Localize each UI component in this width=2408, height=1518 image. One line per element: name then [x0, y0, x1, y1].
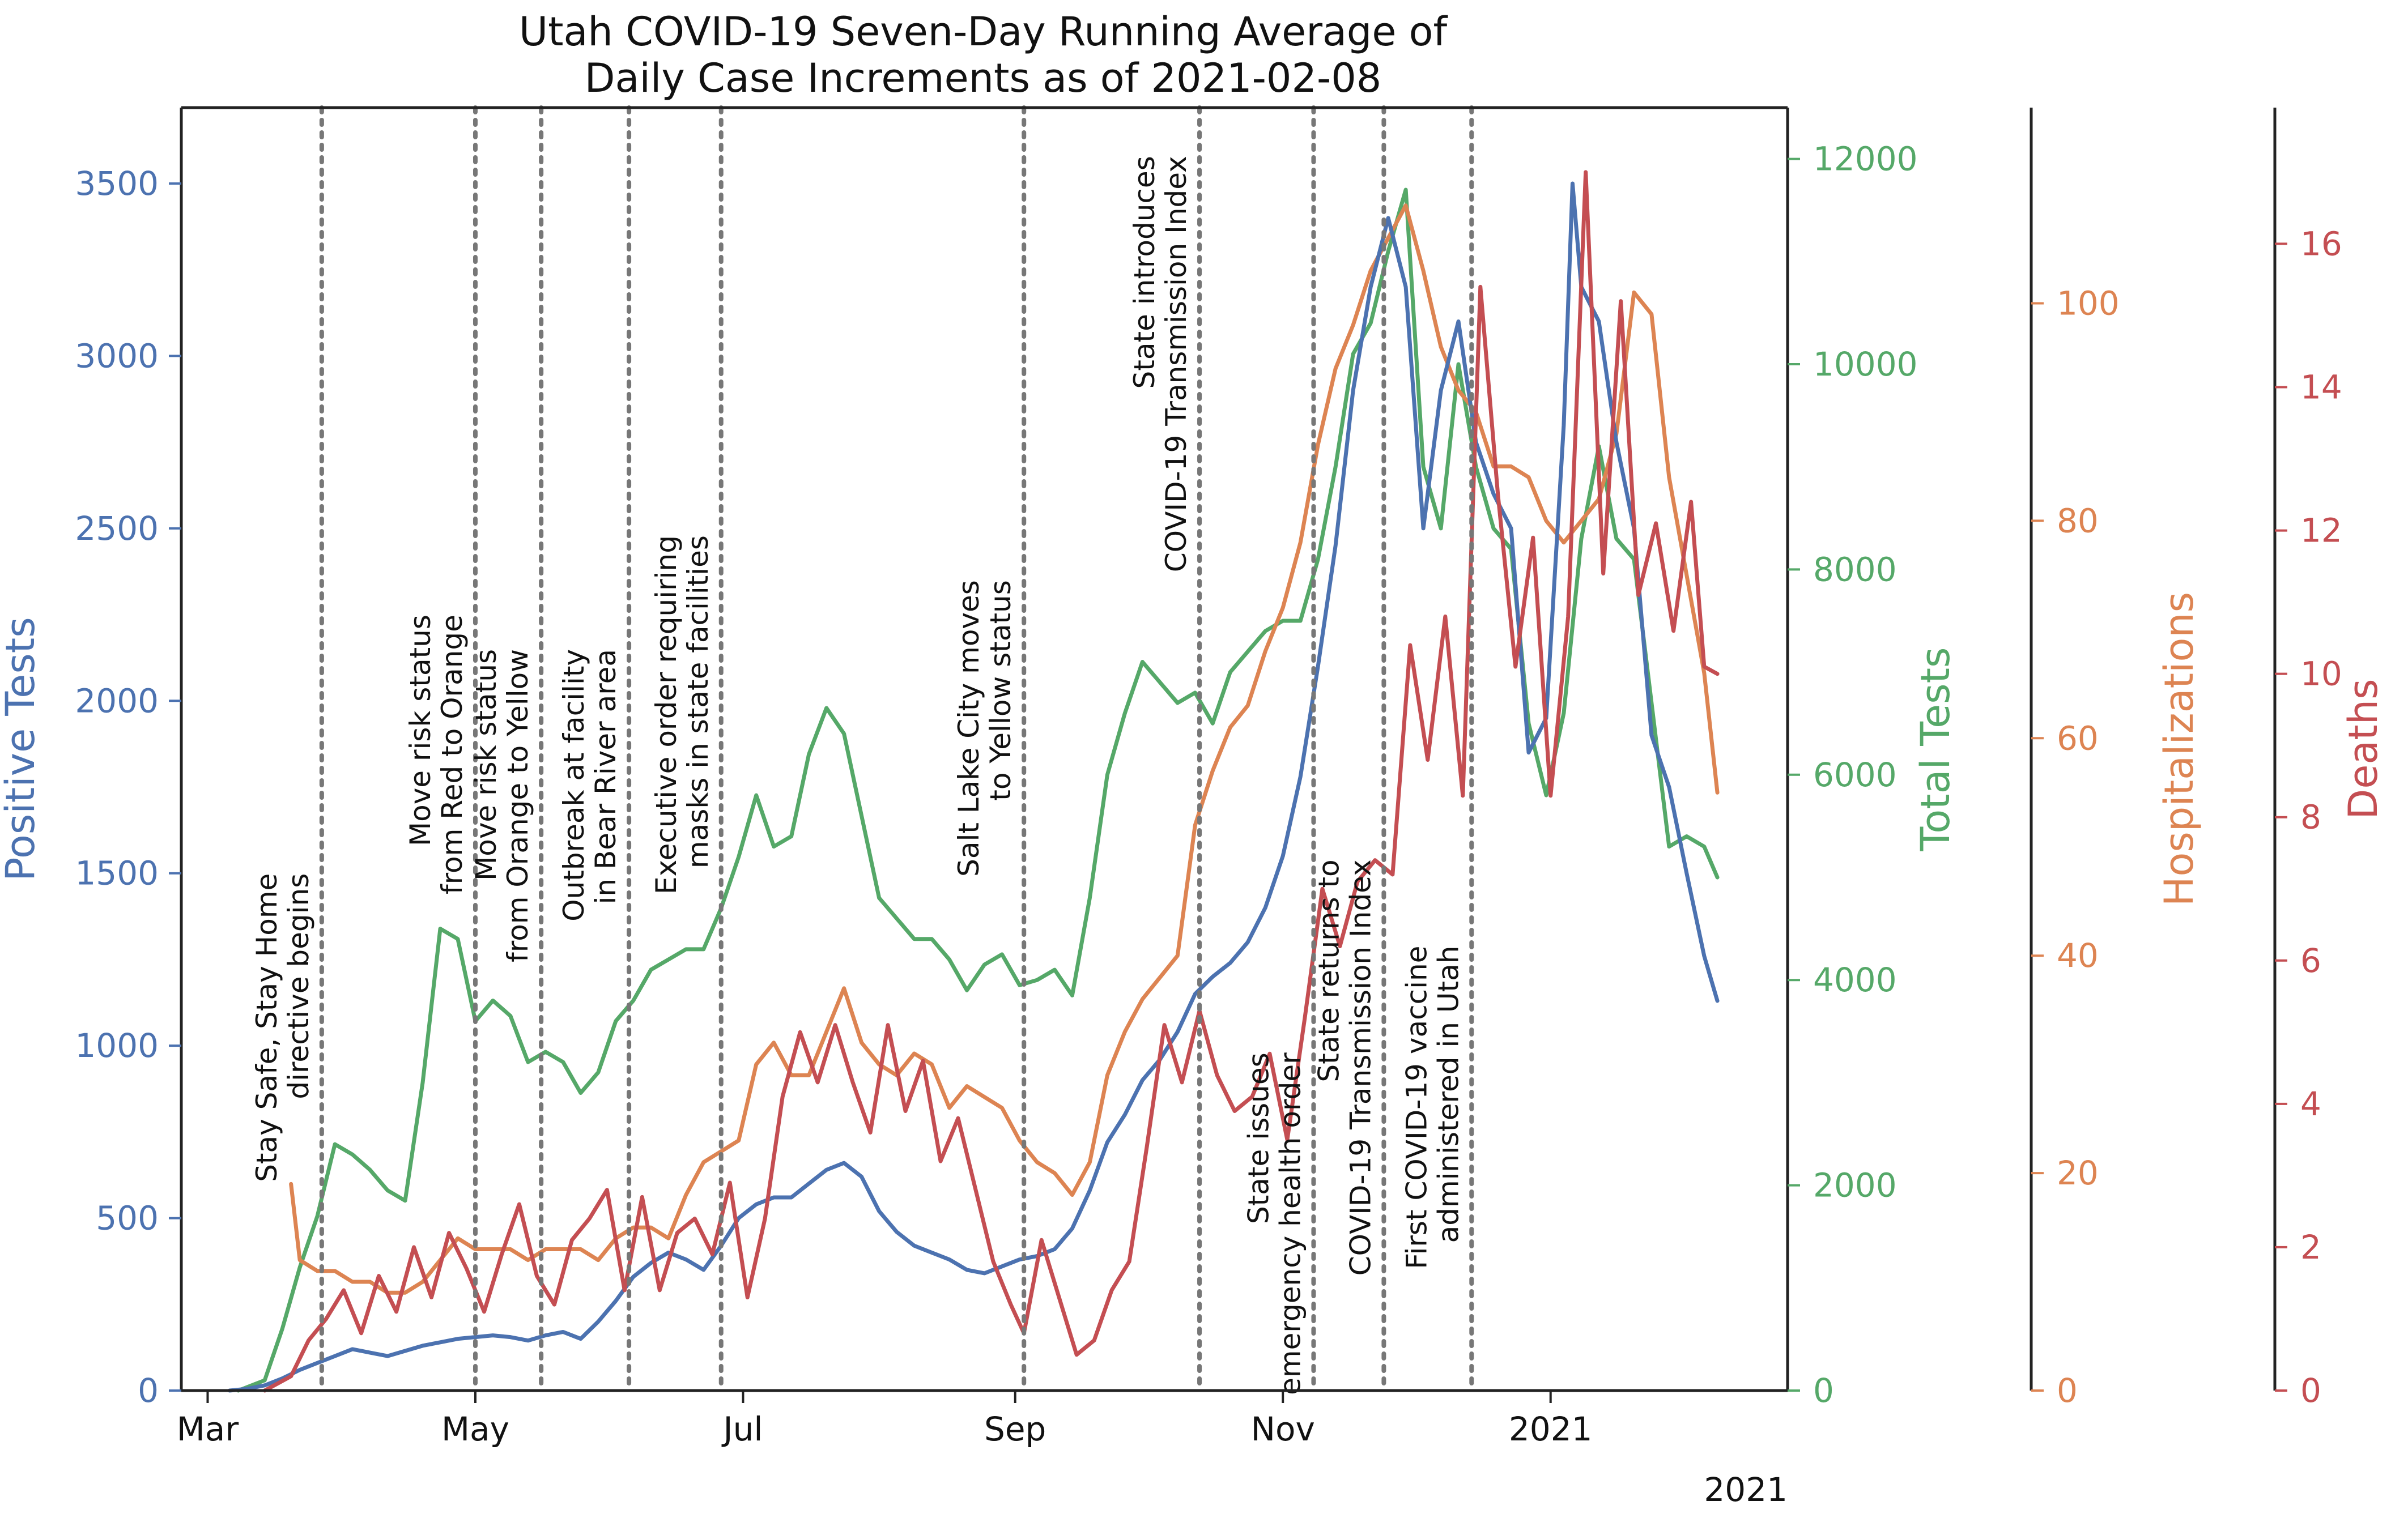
hospitalizations-tick-label: 20: [2057, 1154, 2099, 1192]
total_tests-tick-label: 2000: [1813, 1166, 1897, 1205]
chart-title-line1: Utah COVID-19 Seven-Day Running Average …: [519, 8, 1448, 55]
event-label: First COVID-19 vaccine: [1400, 946, 1433, 1269]
hospitalizations-axis-label: Hospitalizations: [2156, 592, 2202, 906]
x-tick-label: 2021: [1509, 1410, 1593, 1448]
event-label: State issues: [1242, 1052, 1275, 1224]
deaths-tick-label: 14: [2300, 368, 2342, 406]
deaths-tick-label: 8: [2300, 798, 2321, 837]
total_tests-tick-label: 6000: [1813, 756, 1897, 794]
event-label: Salt Lake City moves: [952, 580, 985, 877]
event-label: emergency health order: [1274, 1052, 1307, 1395]
deaths-tick-label: 10: [2300, 655, 2342, 693]
total_tests-tick-label: 12000: [1813, 140, 1918, 178]
positive_tests-tick-label: 1500: [75, 854, 159, 893]
series-line-deaths: [262, 170, 1720, 1393]
series-line-hospitalizations: [289, 203, 1720, 1295]
data-traces: [227, 170, 1720, 1393]
deaths-tick-label: 0: [2300, 1371, 2321, 1410]
positive_tests-tick-label: 1000: [75, 1026, 159, 1065]
event-label: in Bear River area: [589, 649, 622, 905]
event-label: State introduces: [1128, 156, 1161, 389]
hospitalizations-tick-label: 100: [2057, 284, 2120, 323]
positive_tests-tick-label: 3500: [75, 164, 159, 203]
event-label: COVID-19 Transmission Index: [1344, 859, 1377, 1276]
event-label: masks in state facilities: [682, 535, 714, 868]
x-tick-label: Sep: [984, 1410, 1046, 1448]
event-label: Executive order requiring: [650, 535, 683, 894]
deaths-tick-label: 16: [2300, 224, 2342, 263]
event-label: Outbreak at facility: [558, 649, 590, 922]
positive_tests-tick-label: 500: [96, 1199, 159, 1238]
x-tick-label: May: [441, 1410, 509, 1448]
event-label: Move risk status: [404, 615, 437, 846]
deaths-tick-label: 2: [2300, 1228, 2321, 1267]
total_tests-tick-label: 4000: [1813, 961, 1897, 999]
series-line-positive-tests: [227, 181, 1720, 1393]
hospitalizations-tick-label: 60: [2057, 719, 2099, 757]
positive_tests-tick-label: 2000: [75, 681, 159, 720]
x-tick-label: Mar: [177, 1410, 239, 1448]
positive_tests-tick-label: 3000: [75, 336, 159, 375]
event-label: from Red to Orange: [436, 615, 469, 894]
event-label: to Yellow status: [984, 580, 1017, 801]
x-tick-label: Nov: [1251, 1410, 1315, 1448]
event-label: administered in Utah: [1432, 946, 1465, 1243]
positive-tests-axis-label: Positive Tests: [0, 617, 44, 881]
event-label: Move risk status: [470, 649, 503, 881]
deaths-tick-label: 6: [2300, 941, 2321, 980]
event-label: Stay Safe, Stay Home: [250, 873, 283, 1182]
x-tick-label: Jul: [721, 1410, 763, 1448]
event-label: State returns to: [1312, 859, 1345, 1082]
axes: Mar May Jul Sep Nov 2021202105001000150020002…: [0, 106, 2386, 1509]
chart-title-line2: Daily Case Increments as of 2021-02-08: [585, 55, 1382, 101]
deaths-tick-label: 4: [2300, 1085, 2321, 1123]
hospitalizations-tick-label: 80: [2057, 501, 2099, 540]
deaths-axis-label: Deaths: [2340, 679, 2386, 819]
event-label: directive begins: [282, 873, 315, 1099]
total-tests-axis-label: Total Tests: [1912, 647, 1959, 851]
x-offset-label: 2021: [1704, 1470, 1788, 1509]
total_tests-tick-label: 0: [1813, 1371, 1834, 1410]
total_tests-tick-label: 8000: [1813, 550, 1897, 589]
total_tests-tick-label: 10000: [1813, 345, 1918, 383]
hospitalizations-tick-label: 0: [2057, 1371, 2078, 1410]
positive_tests-tick-label: 0: [138, 1371, 159, 1410]
event-label: from Orange to Yellow: [501, 649, 534, 962]
positive_tests-tick-label: 2500: [75, 509, 159, 548]
event-label: COVID-19 Transmission Index: [1160, 156, 1193, 572]
hospitalizations-tick-label: 40: [2057, 936, 2099, 975]
deaths-tick-label: 12: [2300, 511, 2342, 550]
